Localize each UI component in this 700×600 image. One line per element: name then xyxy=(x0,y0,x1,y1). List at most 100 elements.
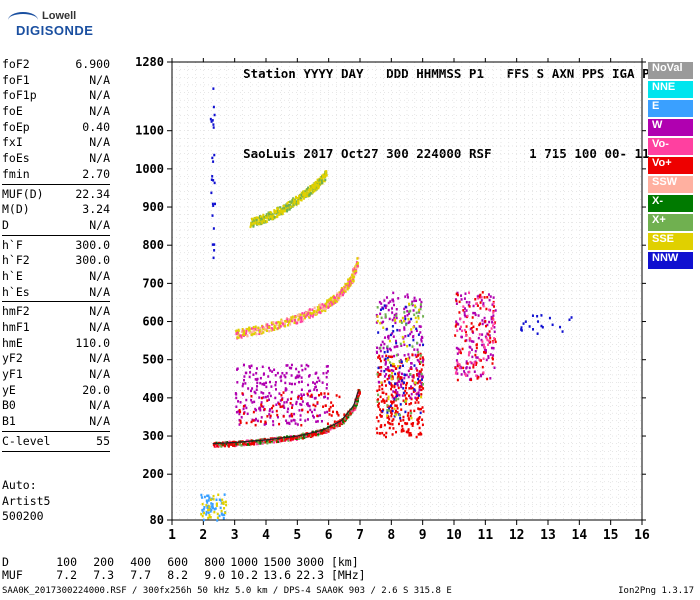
trace-2f-point xyxy=(259,326,262,330)
echo-point xyxy=(310,393,313,397)
echo-point xyxy=(386,377,389,381)
echo-point xyxy=(391,409,394,413)
dmuf-unit: [km] xyxy=(330,555,359,569)
echo-point xyxy=(387,368,390,372)
echo-point xyxy=(488,330,491,333)
echo-point xyxy=(312,416,315,419)
trace-f-point xyxy=(261,438,264,441)
echo-point xyxy=(479,293,482,297)
echo-point xyxy=(397,297,400,300)
trace-3f-point xyxy=(304,192,307,195)
scaled-trace-line xyxy=(212,390,360,445)
echo-point xyxy=(465,366,468,370)
echo-point xyxy=(493,305,496,308)
trace-3f-point xyxy=(312,188,315,192)
echo-point xyxy=(378,354,381,358)
echo-point xyxy=(293,382,296,386)
echo-point xyxy=(382,391,385,395)
echo-point xyxy=(331,410,334,414)
echo-point xyxy=(343,413,346,416)
trace-2f-point xyxy=(303,315,306,319)
polarization-legend: NoVal NNE E W Vo- Vo+ SSW X- X+ SSE NNW xyxy=(648,62,693,271)
echo-point xyxy=(212,126,215,129)
echo-point xyxy=(408,434,411,437)
trace-2f-point xyxy=(353,270,356,274)
echo-point xyxy=(408,431,411,435)
echo-point xyxy=(391,433,394,436)
echo-point xyxy=(455,299,458,303)
echo-point xyxy=(416,419,419,422)
trace-f-point xyxy=(224,443,227,446)
trace-2f-point xyxy=(284,324,287,328)
echo-point xyxy=(419,354,422,357)
dmuf-cell: 400 xyxy=(130,555,151,569)
trace-f-point xyxy=(354,404,357,407)
echo-point xyxy=(288,382,291,385)
echo-point xyxy=(394,339,397,343)
echo-point xyxy=(400,430,403,433)
echo-point xyxy=(415,320,418,324)
echo-point xyxy=(407,312,410,315)
echo-point xyxy=(391,298,394,302)
trace-2f-point xyxy=(340,286,343,290)
echo-point xyxy=(471,316,474,319)
echo-point xyxy=(239,421,242,424)
echo-point xyxy=(390,402,393,405)
echo-point xyxy=(239,410,242,414)
echo-point xyxy=(400,377,403,380)
echo-point xyxy=(271,370,274,373)
echo-point xyxy=(460,294,463,297)
param-divider xyxy=(2,183,110,185)
trace-f-point xyxy=(302,434,305,438)
param-label: foEs xyxy=(2,151,30,166)
echo-point xyxy=(455,302,458,305)
echo-point xyxy=(487,333,490,336)
echo-point xyxy=(409,373,412,376)
header-value: 100 xyxy=(574,146,597,161)
trace-2f-point xyxy=(259,328,262,331)
echo-point xyxy=(492,318,495,321)
echo-point xyxy=(397,375,400,379)
param-label: yF2 xyxy=(2,351,23,366)
trace-3f-point xyxy=(292,204,295,208)
echo-point xyxy=(468,370,471,374)
trace-2f-point xyxy=(311,308,314,311)
echo-point xyxy=(387,395,390,399)
echo-point xyxy=(253,400,256,404)
echo-point xyxy=(409,309,412,313)
x-tick-label: 6 xyxy=(325,528,333,543)
echo-point xyxy=(386,416,389,419)
echo-point xyxy=(221,498,224,502)
echo-point xyxy=(455,323,458,326)
echo-point xyxy=(394,382,397,386)
trace-2f-point xyxy=(296,314,299,318)
echo-point xyxy=(291,403,294,407)
echo-point xyxy=(220,512,223,515)
echo-point xyxy=(383,375,386,378)
echo-point xyxy=(468,366,471,370)
echo-point xyxy=(479,301,482,304)
param-row: D N/A xyxy=(2,218,110,234)
echo-point xyxy=(411,345,414,348)
trace-3f-point xyxy=(316,178,319,182)
echo-point xyxy=(298,409,301,412)
trace-3f-point xyxy=(283,209,286,213)
echo-point xyxy=(211,502,214,506)
echo-point xyxy=(221,501,224,505)
y-tick-label: 500 xyxy=(142,353,164,367)
echo-point xyxy=(389,348,392,352)
echo-point xyxy=(408,302,411,306)
trace-2f-point xyxy=(300,318,303,321)
param-value: N/A xyxy=(89,351,110,366)
trace-f-point xyxy=(352,409,355,412)
param-row: B1 N/A xyxy=(2,414,110,430)
echo-point xyxy=(403,328,406,331)
echo-point xyxy=(491,321,494,324)
trace-2f-point xyxy=(336,292,339,295)
echo-point xyxy=(486,332,489,335)
trace-2f-point xyxy=(333,296,336,300)
echo-point xyxy=(481,343,484,347)
echo-point xyxy=(390,414,393,418)
echo-point xyxy=(216,519,219,522)
echo-point xyxy=(413,364,416,367)
